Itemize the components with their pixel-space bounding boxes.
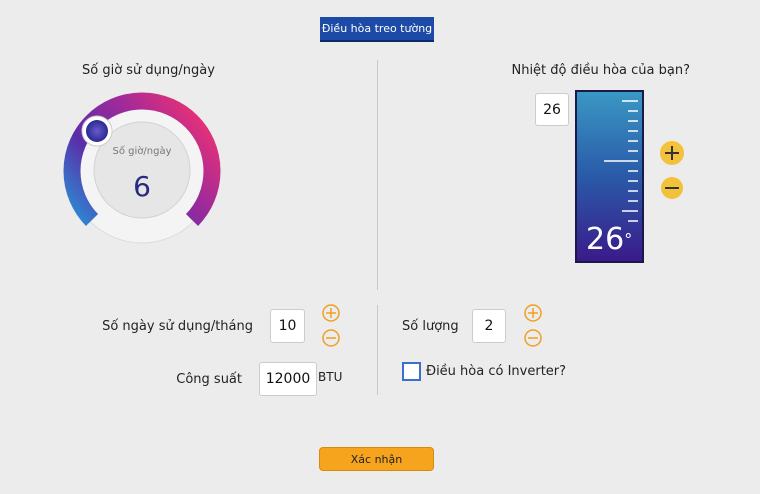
temperature-input[interactable]: 26: [535, 93, 569, 126]
inverter-checkbox[interactable]: [402, 362, 421, 381]
hours-dial[interactable]: [63, 92, 221, 244]
power-unit: BTU: [318, 370, 343, 384]
confirm-button[interactable]: Xác nhận: [319, 447, 434, 471]
days-label: Số ngày sử dụng/tháng: [102, 319, 253, 334]
divider: [377, 305, 378, 395]
quantity-label: Số lượng: [402, 319, 459, 334]
temperature-display-value: 26: [586, 222, 625, 257]
days-plus[interactable]: [322, 304, 340, 322]
temp-plus[interactable]: [660, 141, 684, 165]
qty-minus[interactable]: [524, 329, 542, 347]
divider: [377, 60, 378, 290]
days-minus[interactable]: [322, 329, 340, 347]
temperature-display: 26°: [586, 222, 632, 258]
power-label: Công suất: [176, 372, 242, 387]
dial-value: 6: [133, 170, 151, 203]
inverter-label: Điều hòa có Inverter?: [426, 364, 567, 379]
quantity-input[interactable]: 2: [472, 309, 506, 343]
temperature-unit: °: [624, 230, 633, 249]
qty-plus[interactable]: [524, 304, 542, 322]
thermometer[interactable]: [575, 90, 644, 263]
days-input[interactable]: 10: [270, 309, 305, 343]
tab-button[interactable]: Điều hòa treo tường: [320, 17, 434, 42]
temp-minus[interactable]: [661, 177, 683, 199]
power-input[interactable]: 12000: [259, 362, 317, 396]
temperature-label: Nhiệt độ điều hòa của bạn?: [511, 63, 690, 78]
dial-caption: Số giờ/ngày: [112, 146, 172, 157]
hours-label: Số giờ sử dụng/ngày: [82, 63, 215, 78]
